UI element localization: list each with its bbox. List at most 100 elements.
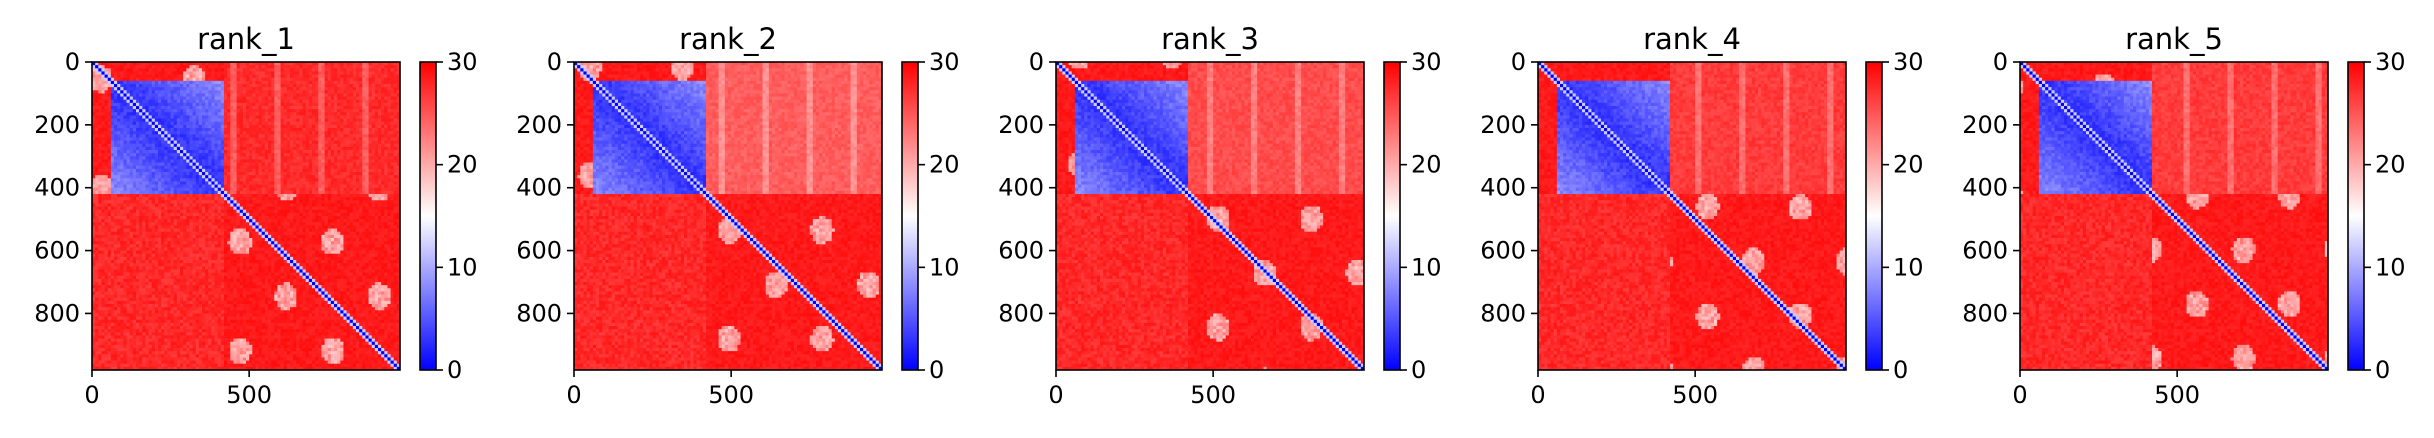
- heatmap-cell: [387, 134, 391, 138]
- heatmap-cell: [105, 106, 109, 110]
- heatmap-cell: [378, 125, 382, 129]
- heatmap-cell: [136, 125, 140, 129]
- heatmap-cell: [127, 153, 131, 157]
- heatmap-cell: [271, 68, 275, 72]
- heatmap-cell: [243, 166, 247, 170]
- heatmap-cell: [237, 134, 241, 138]
- heatmap-cell: [161, 159, 165, 163]
- heatmap-cell: [123, 150, 127, 154]
- heatmap-cell: [353, 119, 357, 123]
- heatmap-cell: [240, 166, 244, 170]
- heatmap-cell: [353, 93, 357, 97]
- heatmap-cell: [164, 97, 168, 101]
- heatmap-cell: [196, 71, 200, 75]
- heatmap-cell: [381, 87, 385, 91]
- heatmap-cell: [108, 128, 112, 132]
- heatmap-cell: [158, 97, 162, 101]
- heatmap-cell: [233, 90, 237, 94]
- heatmap-cell: [309, 100, 313, 104]
- heatmap-cell: [356, 81, 360, 85]
- heatmap-cell: [387, 71, 391, 75]
- heatmap-cell: [372, 159, 376, 163]
- heatmap-cell: [158, 93, 162, 97]
- heatmap-cell: [378, 103, 382, 107]
- heatmap-cell: [130, 78, 134, 82]
- heatmap-cell: [387, 75, 391, 79]
- heatmap-cell: [98, 78, 102, 82]
- heatmap-cell: [350, 97, 354, 101]
- heatmap-cell: [350, 166, 354, 170]
- heatmap-cell: [331, 150, 335, 154]
- heatmap-cell: [321, 71, 325, 75]
- heatmap-cell: [265, 163, 269, 167]
- heatmap-cell: [237, 65, 241, 69]
- heatmap-cell: [202, 87, 206, 91]
- heatmap-cell: [343, 163, 347, 167]
- heatmap-cell: [233, 112, 237, 116]
- heatmap-cell: [114, 169, 118, 173]
- heatmap-cell: [347, 68, 351, 72]
- heatmap-cell: [130, 153, 134, 157]
- heatmap-cell: [246, 103, 250, 107]
- heatmap-cell: [372, 97, 376, 101]
- heatmap-cell: [174, 131, 178, 135]
- heatmap-cell: [262, 131, 266, 135]
- heatmap-cell: [142, 68, 146, 72]
- heatmap-cell: [299, 156, 303, 160]
- heatmap-cell: [252, 78, 256, 82]
- heatmap-cell: [337, 159, 341, 163]
- heatmap-cell: [391, 122, 395, 126]
- heatmap-cell: [230, 109, 234, 113]
- heatmap-cell: [171, 147, 175, 151]
- heatmap-cell: [189, 159, 193, 163]
- heatmap-cell: [174, 134, 178, 138]
- heatmap-cell: [152, 134, 156, 138]
- heatmap-cell: [387, 81, 391, 85]
- heatmap-cell: [177, 150, 181, 154]
- heatmap-cell: [284, 84, 288, 88]
- heatmap-cell: [284, 75, 288, 79]
- heatmap-cell: [127, 115, 131, 119]
- heatmap-cell: [95, 103, 99, 107]
- heatmap-cell: [152, 156, 156, 160]
- heatmap-cell: [208, 156, 212, 160]
- heatmap-cell: [127, 131, 131, 135]
- heatmap-cell: [221, 106, 225, 110]
- heatmap-cell: [243, 75, 247, 79]
- heatmap-cell: [265, 71, 269, 75]
- heatmap-cell: [375, 150, 379, 154]
- heatmap-cell: [394, 84, 398, 88]
- heatmap-cell: [120, 128, 124, 132]
- heatmap-cell: [111, 159, 115, 163]
- heatmap-cell: [174, 109, 178, 113]
- heatmap-cell: [315, 90, 319, 94]
- heatmap-cell: [174, 128, 178, 132]
- heatmap-cell: [394, 106, 398, 110]
- heatmap-cell: [218, 153, 222, 157]
- heatmap-cell: [145, 68, 149, 72]
- heatmap-cell: [189, 163, 193, 167]
- heatmap-cell: [167, 103, 171, 107]
- heatmap-cell: [350, 90, 354, 94]
- heatmap-cell: [252, 68, 256, 72]
- heatmap-cell: [227, 93, 231, 97]
- heatmap-cell: [331, 112, 335, 116]
- heatmap-cell: [334, 100, 338, 104]
- heatmap-cell: [139, 65, 143, 69]
- heatmap-cell: [117, 115, 121, 119]
- heatmap-cell: [218, 100, 222, 104]
- heatmap-cell: [340, 87, 344, 91]
- heatmap-cell: [101, 156, 105, 160]
- heatmap-cell: [394, 71, 398, 75]
- heatmap-cell: [193, 65, 197, 69]
- heatmap-cell: [343, 141, 347, 145]
- heatmap-cell: [171, 125, 175, 129]
- heatmap-cell: [387, 150, 391, 154]
- heatmap-cell: [186, 90, 190, 94]
- heatmap-cell: [387, 137, 391, 141]
- heatmap-cell: [158, 137, 162, 141]
- heatmap-cell: [114, 122, 118, 126]
- heatmap-cell: [391, 87, 395, 91]
- heatmap-cell: [227, 103, 231, 107]
- heatmap-cell: [243, 103, 247, 107]
